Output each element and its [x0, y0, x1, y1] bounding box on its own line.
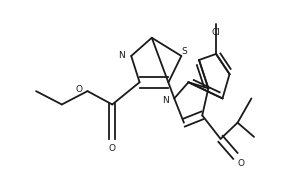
- Text: N: N: [162, 96, 169, 105]
- Text: N: N: [118, 52, 125, 61]
- Text: O: O: [109, 144, 116, 153]
- Text: O: O: [76, 85, 83, 94]
- Text: S: S: [181, 47, 187, 56]
- Text: Cl: Cl: [212, 28, 220, 37]
- Text: O: O: [238, 159, 245, 168]
